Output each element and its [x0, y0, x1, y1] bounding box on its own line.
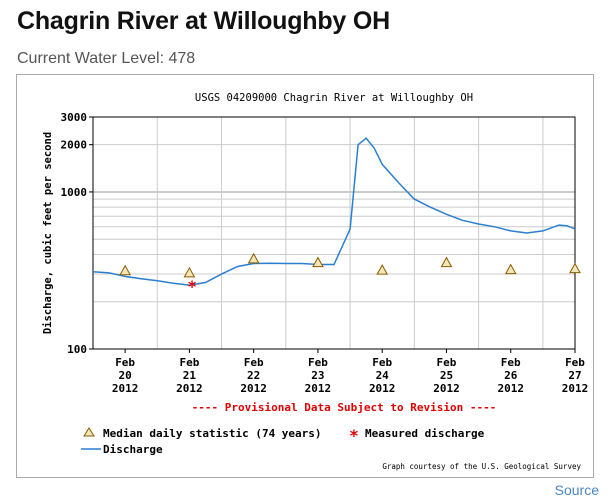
median-triangle [183, 266, 196, 278]
median-triangle [504, 263, 517, 275]
y-axis-label: Discharge, cubic feet per second [42, 132, 54, 334]
x-tick-label: 27 [568, 369, 581, 382]
y-tick-label: 1000 [61, 186, 88, 199]
x-tick-label: 2012 [369, 382, 396, 395]
median-triangle [119, 264, 131, 276]
x-tick-label: Feb [244, 356, 264, 369]
x-tick-label: 2012 [562, 382, 589, 395]
legend-triangle-icon [83, 427, 95, 437]
legend-label: Measured discharge [365, 427, 485, 440]
legend-label: Discharge [103, 443, 163, 456]
median-triangle [312, 256, 324, 268]
x-tick-label: Feb [308, 356, 328, 369]
x-tick-label: Feb [437, 356, 457, 369]
legend-label: Median daily statistic (74 years) [103, 427, 322, 440]
x-tick-label: 24 [376, 369, 390, 382]
x-tick-label: 23 [311, 369, 324, 382]
median-triangle [247, 252, 260, 264]
x-tick-label: 2012 [433, 382, 460, 395]
x-tick-label: 2012 [112, 382, 139, 395]
x-tick-label: Feb [372, 356, 392, 369]
x-tick-label: 26 [504, 369, 518, 382]
x-tick-label: 22 [247, 369, 260, 382]
y-tick-label: 3000 [61, 111, 88, 124]
x-tick-label: 2012 [497, 382, 524, 395]
discharge-line [92, 137, 576, 286]
x-tick-label: 20 [119, 369, 132, 382]
legend-asterisk-icon: * [349, 426, 359, 445]
x-tick-label: Feb [501, 356, 521, 369]
x-tick-label: 21 [183, 369, 197, 382]
x-tick-label: Feb [565, 356, 585, 369]
chart-title: USGS 04209000 Chagrin River at Willoughb… [195, 92, 473, 104]
y-tick-label: 100 [67, 343, 87, 356]
chart-frame: USGS 04209000 Chagrin River at Willoughb… [16, 74, 594, 478]
source-link[interactable]: Source [554, 482, 599, 498]
x-tick-label: 2012 [240, 382, 267, 395]
measured-discharge-marker: * [187, 277, 197, 296]
current-water-level: Current Water Level: 478 [17, 50, 196, 67]
median-triangle [440, 256, 453, 268]
x-tick-label: 2012 [305, 382, 332, 395]
x-tick-label: 25 [440, 369, 453, 382]
x-tick-label: 2012 [176, 382, 203, 395]
median-triangle [569, 262, 581, 274]
median-triangle [376, 264, 389, 275]
page-title: Chagrin River at Willoughby OH [17, 7, 390, 35]
y-tick-label: 2000 [61, 139, 88, 152]
discharge-chart: USGS 04209000 Chagrin River at Willoughb… [42, 92, 589, 471]
x-tick-label: Feb [115, 356, 135, 369]
plot-area [92, 116, 576, 350]
provisional-note: ---- Provisional Data Subject to Revisio… [192, 401, 497, 414]
chart-credit: Graph courtesy of the U.S. Geological Su… [382, 462, 581, 471]
x-tick-label: Feb [179, 356, 199, 369]
